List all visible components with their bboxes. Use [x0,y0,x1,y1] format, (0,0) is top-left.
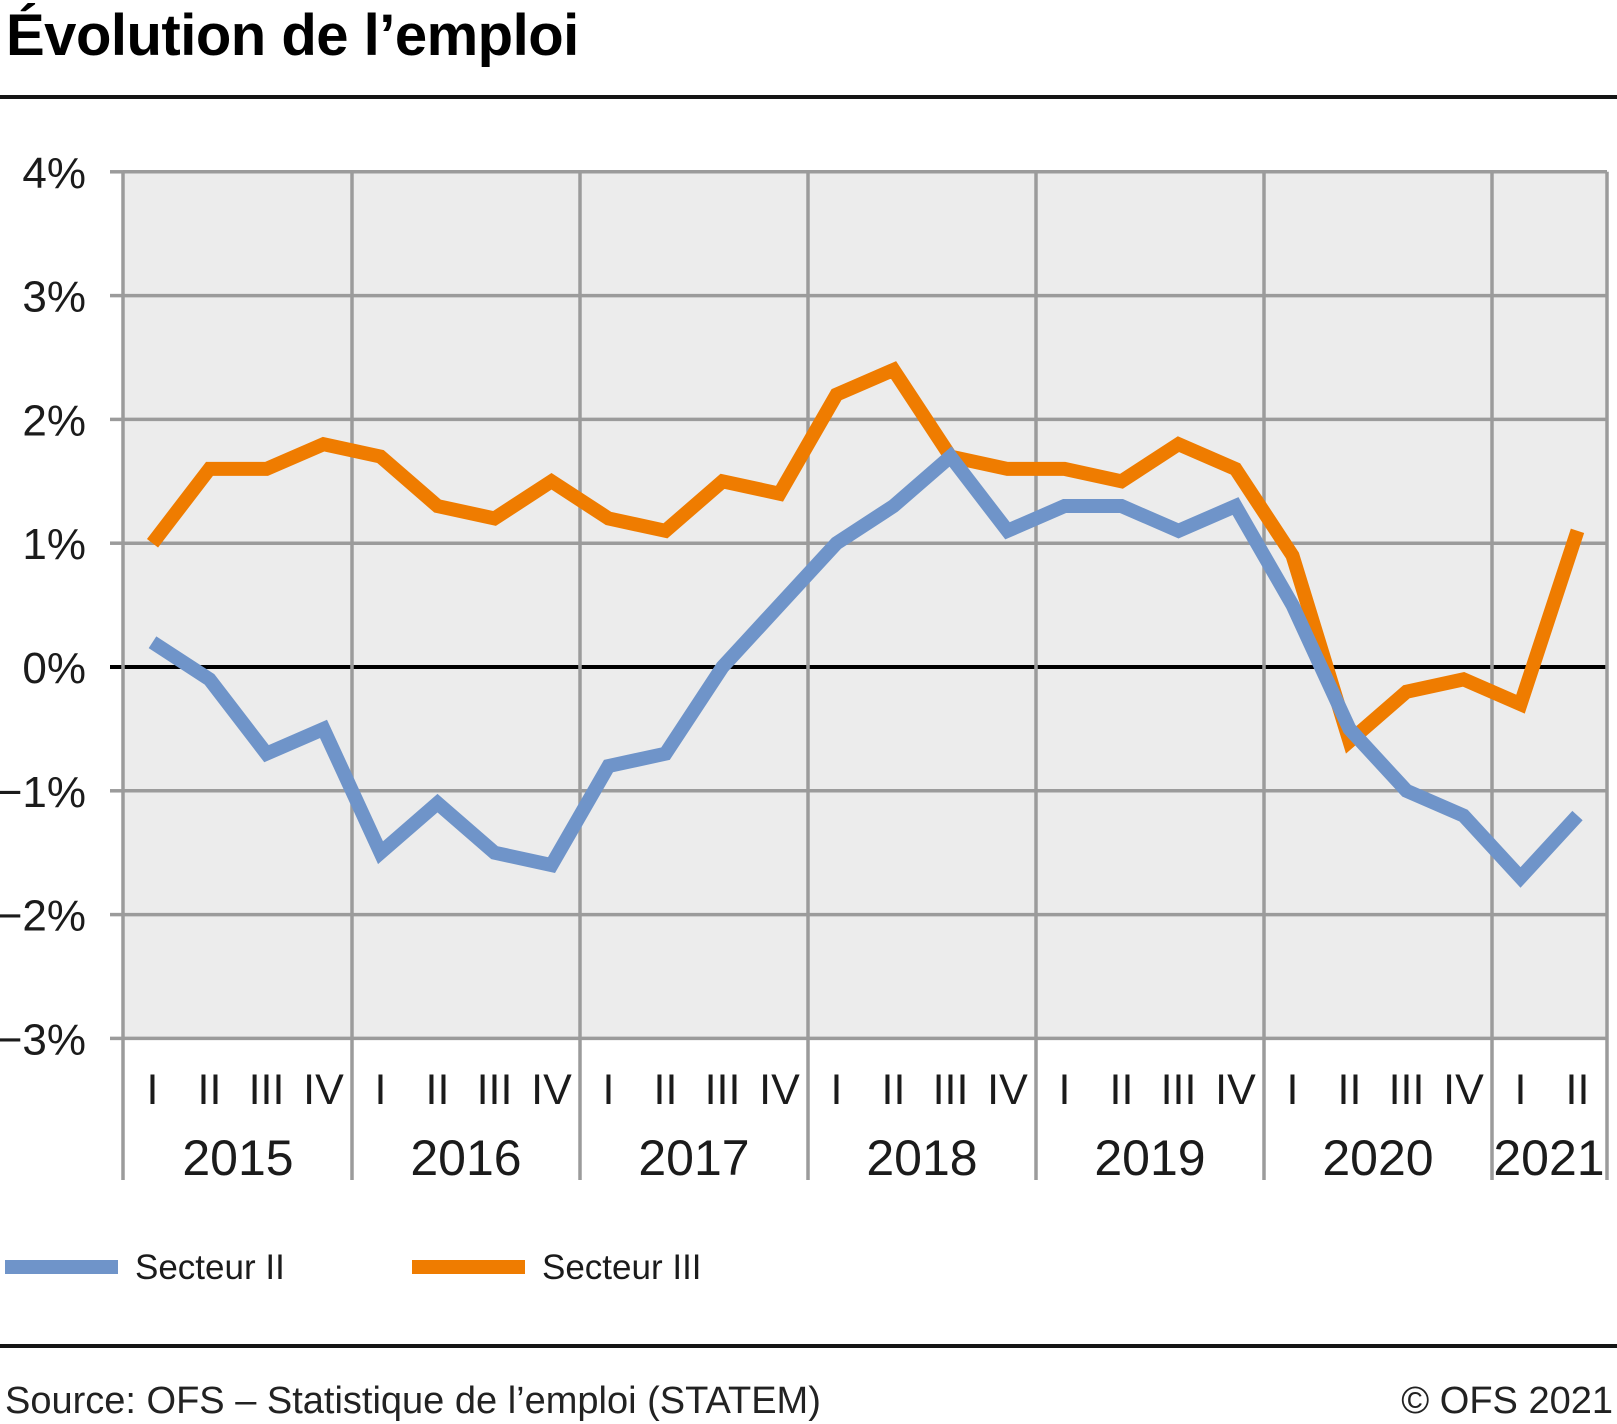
year-label-2021: 2021 [1493,1130,1604,1186]
legend-swatch-secteur-2 [5,1260,118,1274]
series-line-secteur-ii [148,446,1583,888]
quarter-label: II [882,1066,906,1114]
y-tick-label: −3% [0,1015,86,1064]
y-tick-label: 2% [22,396,86,445]
quarter-label: I [1515,1066,1527,1114]
footer-copyright: © OFS 2021 [1401,1380,1613,1422]
year-label-2018: 2018 [866,1130,977,1186]
y-tick-label: −2% [0,892,86,941]
footer-rule [0,1344,1617,1348]
title-rule [0,95,1617,99]
y-tick-label: 4% [22,149,86,198]
quarter-label: III [1389,1066,1425,1114]
legend-item-secteur-2: Secteur II [5,1248,285,1286]
quarter-label: III [1161,1066,1197,1114]
quarter-label: II [1110,1066,1134,1114]
footer-source: Source: OFS – Statistique de l’emploi (S… [5,1380,821,1422]
quarter-label: III [705,1066,741,1114]
y-tick-label: 3% [22,273,86,322]
y-tick-label: 1% [22,520,86,569]
quarter-label: IV [1443,1066,1484,1114]
quarter-label: I [375,1066,387,1114]
quarter-label: III [933,1066,969,1114]
year-label-2015: 2015 [182,1130,293,1186]
legend-label-secteur-3: Secteur III [542,1247,702,1287]
quarter-label: I [147,1066,159,1114]
quarter-label: III [477,1066,513,1114]
legend-item-secteur-3: Secteur III [412,1248,702,1286]
year-label-2019: 2019 [1094,1130,1205,1186]
footer: Source: OFS – Statistique de l’emploi (S… [5,1380,1613,1423]
quarter-label: IV [759,1066,800,1114]
quarter-label: IV [531,1066,572,1114]
quarter-label: IV [1215,1066,1256,1114]
legend-label-secteur-2: Secteur II [135,1247,285,1287]
quarter-label: II [426,1066,450,1114]
plot-background [123,171,1607,1039]
quarter-label: I [1059,1066,1071,1114]
quarter-label: III [249,1066,285,1114]
year-label-2016: 2016 [410,1130,521,1186]
quarter-label: IV [303,1066,344,1114]
quarter-label: II [654,1066,678,1114]
quarter-label: I [831,1066,843,1114]
year-label-2017: 2017 [638,1130,749,1186]
quarter-label: I [1287,1066,1299,1114]
quarter-label: II [198,1066,222,1114]
year-label-2020: 2020 [1322,1130,1433,1186]
quarter-label: IV [987,1066,1028,1114]
quarter-label: II [1566,1066,1590,1114]
page-title: Évolution de l’emploi [6,3,579,68]
quarter-label: I [603,1066,615,1114]
y-tick-label: 0% [22,644,86,693]
legend-swatch-secteur-3 [412,1260,525,1274]
y-tick-label: −1% [0,768,86,817]
quarter-label: II [1338,1066,1362,1114]
